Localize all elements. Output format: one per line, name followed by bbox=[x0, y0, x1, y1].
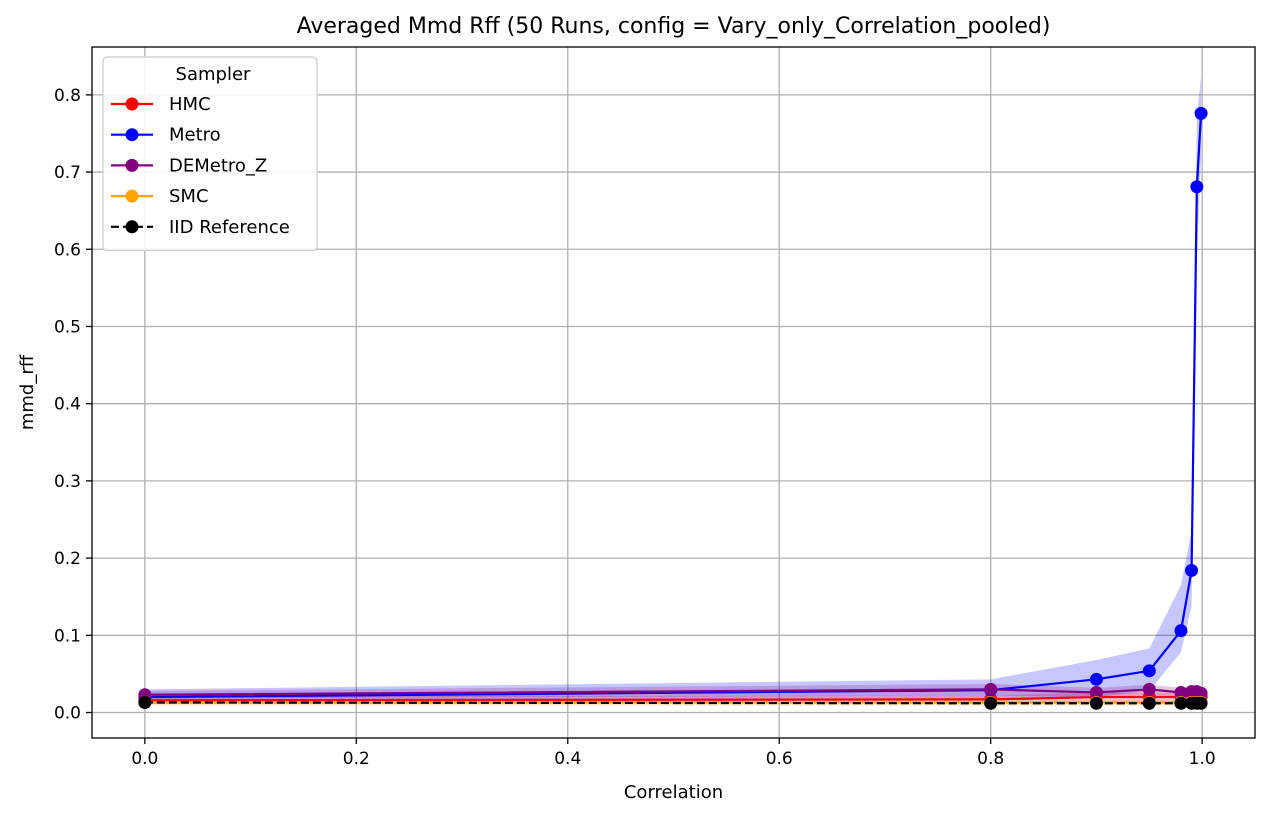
legend-metro-label: Metro bbox=[169, 125, 221, 146]
x-tick-label: 0.8 bbox=[977, 749, 1004, 769]
legend-hmc-marker bbox=[125, 97, 139, 111]
y-tick-label: 0.1 bbox=[54, 626, 81, 646]
metro-point bbox=[1174, 624, 1188, 638]
x-tick-label: 0.6 bbox=[766, 749, 793, 769]
metro-point bbox=[1142, 664, 1156, 678]
iid-reference-point bbox=[1089, 696, 1103, 710]
legend-smc-label: SMC bbox=[169, 186, 209, 207]
legend-box bbox=[102, 56, 318, 252]
series-markers bbox=[138, 106, 1208, 710]
iid-reference-point bbox=[984, 696, 998, 710]
iid-reference-point bbox=[1194, 696, 1208, 710]
metro-point bbox=[1190, 180, 1204, 194]
legend-demetro-z-marker bbox=[125, 158, 139, 172]
metro-point bbox=[1089, 672, 1103, 686]
hmc-band bbox=[144, 692, 1202, 705]
y-tick-label: 0.3 bbox=[54, 472, 81, 492]
iid-reference-point bbox=[1142, 696, 1156, 710]
x-tick-label: 0.2 bbox=[343, 749, 370, 769]
plot-frame bbox=[91, 46, 1256, 739]
legend-iid-reference-marker bbox=[125, 220, 139, 234]
demetro-z-point bbox=[1142, 682, 1156, 696]
y-axis-label: mmd_rff bbox=[17, 354, 38, 430]
legend-iid-reference-label: IID Reference bbox=[169, 217, 290, 238]
iid-reference-point bbox=[138, 695, 152, 709]
x-tick-label: 0.4 bbox=[554, 749, 581, 769]
legend-demetro-z-label: DEMetro_Z bbox=[169, 155, 267, 176]
chart-title: Averaged Mmd Rff (50 Runs, config = Vary… bbox=[297, 14, 1051, 39]
metro-point bbox=[1185, 563, 1199, 577]
x-tick-label: 1.0 bbox=[1189, 749, 1216, 769]
legend: Sampler HMC Metro DEMetro_Z SMC IID Reference bbox=[102, 56, 318, 252]
y-tick-label: 0.7 bbox=[54, 163, 81, 183]
metro-line bbox=[144, 113, 1203, 699]
demetro-z-point bbox=[1174, 685, 1188, 699]
demetro-z-point bbox=[984, 682, 998, 696]
demetro-z-point bbox=[1089, 685, 1103, 699]
axis-ticks: 0.0 0.2 0.4 0.6 0.8 1.0 0.0 0.1 0.2 0.3 0.4 0.5 0.6 0… bbox=[54, 86, 1216, 769]
y-tick-label: 0.8 bbox=[54, 86, 81, 106]
y-tick-label: 0.2 bbox=[54, 549, 81, 569]
legend-metro-marker bbox=[125, 128, 139, 142]
legend-hmc-label: HMC bbox=[169, 94, 211, 115]
grid bbox=[92, 47, 1255, 738]
y-tick-label: 0.4 bbox=[54, 395, 81, 415]
iid-reference-point bbox=[1174, 696, 1188, 710]
legend-title: Sampler bbox=[176, 64, 251, 85]
y-tick-label: 0.6 bbox=[54, 240, 81, 260]
metro-point bbox=[1194, 106, 1208, 120]
legend-smc-marker bbox=[125, 189, 139, 203]
x-axis-label: Correlation bbox=[624, 782, 723, 803]
y-tick-label: 0.5 bbox=[54, 317, 81, 337]
x-tick-label: 0.0 bbox=[131, 749, 158, 769]
y-tick-label: 0.0 bbox=[54, 704, 81, 724]
